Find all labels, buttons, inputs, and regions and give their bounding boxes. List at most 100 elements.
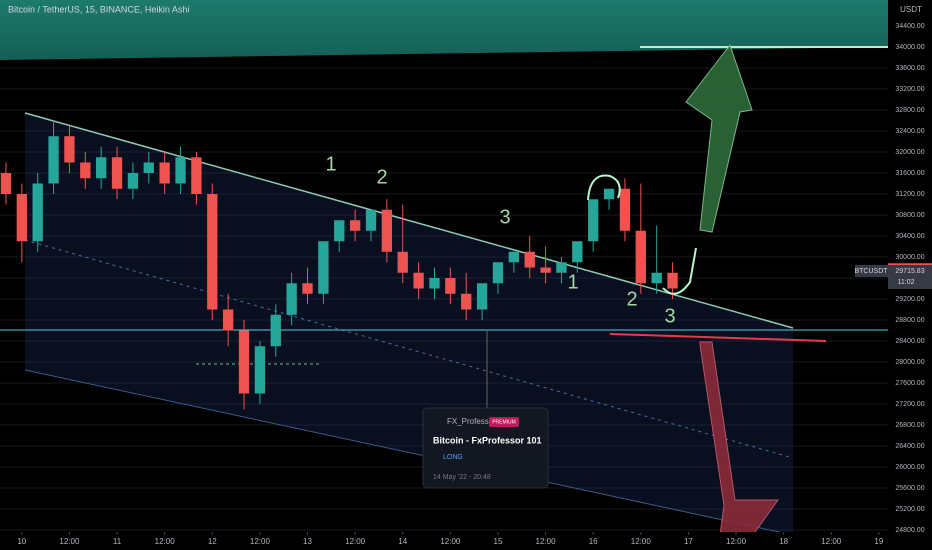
up-arrow [685,43,753,233]
y-tick-label: 28800.00 [895,317,924,324]
y-tick-label: 25200.00 [895,506,924,513]
candle-body [0,173,12,194]
y-tick-label: 32000.00 [895,149,924,156]
y-tick-label: 27600.00 [895,380,924,387]
candle-body [524,251,535,268]
x-tick-label: 17 [684,537,693,546]
bounce-arrow [662,247,697,295]
axis-unit: USDT [900,5,922,14]
card-title: Bitcoin - FxProfessor 101 [433,435,542,445]
candle-body [286,283,297,315]
candle-body [16,194,27,242]
candle-body [80,162,91,179]
x-tick-label: 12:00 [59,537,80,546]
x-tick-label: 10 [17,537,26,546]
wave-label: 1 [567,271,578,293]
candle-body [492,262,504,284]
candle-body [207,194,218,310]
channel-lower [24,369,794,536]
candle-body [603,188,615,200]
candle-body [96,157,107,179]
x-tick-label: 12:00 [250,537,271,546]
channel-mid [24,239,794,459]
mark-price: 29715.83 [895,268,924,275]
candle-body [461,293,472,310]
top-arrow [587,174,621,201]
y-tick-label: 29200.00 [895,296,924,303]
wave-label: 3 [664,305,675,327]
x-tick-label: 16 [589,537,598,546]
y-tick-label: 26400.00 [895,443,924,450]
candle-body [365,209,377,231]
x-tick-label: 12 [208,537,217,546]
candle-body [635,230,646,284]
wave-label: 2 [376,166,387,188]
x-tick-label: 14 [398,537,407,546]
y-tick-label: 31600.00 [895,170,924,177]
candle-body [476,283,488,310]
card-direction: LONG [443,454,463,461]
y-tick-label: 30400.00 [895,233,924,240]
y-tick-label: 28000.00 [895,359,924,366]
card-author: FX_Professor [447,417,496,426]
breakdown-line [609,333,827,342]
candle-body [667,272,678,289]
countdown: 11:02 [898,279,915,286]
candle-body [588,199,599,242]
candle-body [48,136,59,184]
y-tick-label: 30800.00 [895,212,924,219]
down-arrow [699,341,779,550]
candle-body [349,220,361,231]
y-tick-label: 34400.00 [895,23,924,30]
y-tick-label: 27200.00 [895,401,924,408]
y-tick-label: 33600.00 [895,65,924,72]
y-tick-label: 26000.00 [895,464,924,471]
candle-body [508,251,519,263]
y-tick-label: 30000.00 [895,254,924,261]
candle-body [222,309,234,331]
candle-body [619,188,631,231]
candle-body [318,241,329,294]
time-axis [0,532,932,550]
trendline [24,112,794,329]
x-tick-label: 12:00 [345,537,366,546]
y-tick-label: 24800.00 [895,527,924,534]
idea-card[interactable]: FX_Professor PREMIUM Bitcoin - FxProfess… [422,407,549,489]
candle-body [111,157,123,189]
channel [25,113,793,535]
candle-body [413,272,424,289]
candle-body [175,157,186,184]
candle-body [64,136,75,163]
card-bg [422,407,549,489]
x-tick-label: 18 [779,537,788,546]
x-tick-label: 12:00 [155,537,176,546]
candle-body [270,314,281,347]
candle-body [127,173,139,189]
candle-body [651,272,662,284]
y-tick-label: 26800.00 [895,422,924,429]
x-tick-label: 12:00 [726,537,747,546]
candle-body [191,157,202,194]
x-tick-label: 12:00 [631,537,652,546]
x-tick-label: 13 [303,537,312,546]
card-date: 14 May '22 - 20:48 [433,474,491,481]
candle-body [254,346,266,394]
y-tick-label: 34000.00 [895,44,924,51]
card-badge-bg [489,417,519,427]
candle-body [143,162,154,173]
candle-body [445,278,456,294]
chart-title: Bitcoin / TetherUS, 15, BINANCE, Heikin … [8,4,189,14]
x-tick-label: 12:00 [440,537,461,546]
symbol-tag-bg [855,265,888,277]
resistance-zone [0,0,888,60]
candle-body [556,262,567,273]
candles [0,120,678,410]
x-tick-label: 15 [494,537,503,546]
y-tick-label: 25600.00 [895,485,924,492]
wave-label: 3 [499,206,510,228]
y-tick-label: 32800.00 [895,107,924,114]
candle-body [572,241,583,263]
card-badge: PREMIUM [492,419,516,425]
x-tick-label: 19 [874,537,883,546]
